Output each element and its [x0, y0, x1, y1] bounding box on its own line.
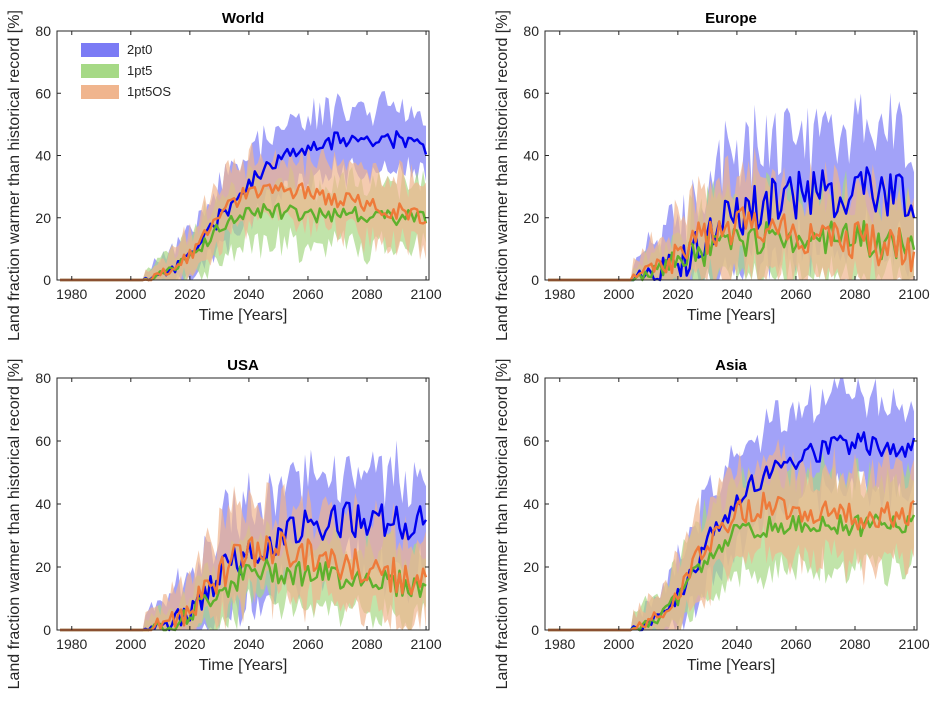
x-tick-label: 2060 [292, 286, 323, 302]
x-tick-label: 1980 [56, 286, 87, 302]
legend-swatch-1pt5 [81, 64, 119, 78]
x-tick-label: 2000 [603, 636, 634, 652]
y-tick-label: 0 [43, 622, 51, 638]
x-tick-label: 2100 [410, 286, 441, 302]
legend-swatch-2pt0 [81, 43, 119, 57]
x-tick-label: 2080 [351, 636, 382, 652]
x-tick-label: 2100 [898, 286, 929, 302]
x-tick-label: 2020 [662, 286, 693, 302]
legend-label-1pt5OS: 1pt5OS [127, 84, 171, 99]
y-tick-label: 80 [523, 370, 539, 386]
y-axis-label: Land fraction warmer than historical rec… [6, 359, 23, 690]
y-tick-label: 80 [523, 23, 539, 39]
y-tick-label: 20 [35, 210, 51, 226]
x-tick-label: 2020 [174, 636, 205, 652]
y-axis-label: Land fraction warmer than historical rec… [494, 10, 511, 341]
y-tick-label: 20 [35, 559, 51, 575]
panel-title: USA [227, 357, 259, 374]
y-tick-label: 60 [35, 85, 51, 101]
x-tick-label: 2060 [780, 636, 811, 652]
panel-title: World [222, 10, 264, 27]
legend-label-2pt0: 2pt0 [127, 42, 152, 57]
y-tick-label: 20 [523, 210, 539, 226]
x-tick-label: 2040 [233, 286, 264, 302]
x-axis-label: Time [Years] [687, 657, 776, 674]
x-tick-label: 2000 [115, 636, 146, 652]
panel-title: Asia [715, 357, 747, 374]
y-tick-label: 0 [531, 622, 539, 638]
y-axis-label: Land fraction warmer than historical rec… [494, 359, 511, 690]
x-tick-label: 2100 [410, 636, 441, 652]
series-area [548, 92, 916, 282]
y-tick-label: 40 [523, 496, 539, 512]
x-tick-label: 2060 [780, 286, 811, 302]
y-tick-label: 0 [531, 272, 539, 288]
y-tick-label: 60 [523, 85, 539, 101]
x-tick-label: 2040 [233, 636, 264, 652]
y-tick-label: 0 [43, 272, 51, 288]
x-tick-label: 1980 [544, 286, 575, 302]
panel-title: Europe [705, 10, 757, 27]
y-tick-label: 80 [35, 23, 51, 39]
x-tick-label: 2000 [115, 286, 146, 302]
x-tick-label: 2100 [898, 636, 929, 652]
x-tick-label: 2020 [174, 286, 205, 302]
x-tick-label: 2060 [292, 636, 323, 652]
band-2pt0 [548, 92, 914, 280]
legend: 2pt0 1pt5 1pt5OS [81, 42, 171, 99]
y-tick-label: 80 [35, 370, 51, 386]
x-tick-label: 2020 [662, 636, 693, 652]
x-axis-label: Time [Years] [687, 307, 776, 324]
y-axis-label: Land fraction warmer than historical rec… [6, 10, 23, 341]
y-tick-label: 40 [523, 148, 539, 164]
series-area [60, 91, 428, 282]
x-tick-label: 2080 [839, 636, 870, 652]
series-area [60, 440, 428, 632]
legend-label-1pt5: 1pt5 [127, 63, 152, 78]
x-tick-label: 2040 [721, 286, 752, 302]
y-tick-label: 40 [35, 496, 51, 512]
x-tick-label: 2040 [721, 636, 752, 652]
x-axis-label: Time [Years] [199, 657, 288, 674]
x-tick-label: 1980 [544, 636, 575, 652]
legend-swatch-1pt5OS [81, 85, 119, 99]
y-tick-label: 40 [35, 148, 51, 164]
y-tick-label: 60 [35, 433, 51, 449]
band-1pt5OS [60, 142, 426, 280]
x-tick-label: 1980 [56, 636, 87, 652]
x-tick-label: 2080 [351, 286, 382, 302]
x-tick-label: 2000 [603, 286, 634, 302]
series-area [548, 378, 916, 632]
x-axis-label: Time [Years] [199, 307, 288, 324]
y-tick-label: 60 [523, 433, 539, 449]
x-tick-label: 2080 [839, 286, 870, 302]
y-tick-label: 20 [523, 559, 539, 575]
